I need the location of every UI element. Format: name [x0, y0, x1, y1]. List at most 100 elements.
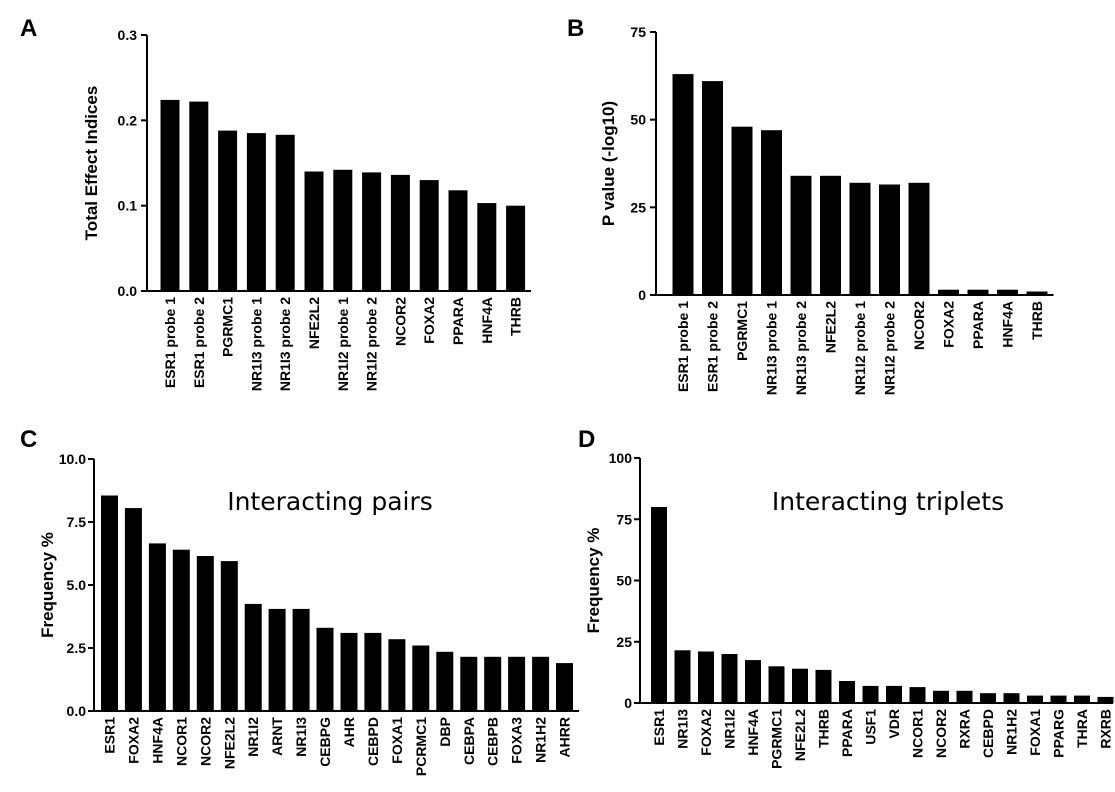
chart-d-title: Interacting triplets: [772, 487, 1004, 516]
chart-d-y-tick-label: 0: [624, 695, 632, 711]
chart-c-bar-pcrmc1: [412, 645, 430, 711]
chart-c-x-tick-label: FOXA3: [509, 717, 525, 764]
chart-d-bar-nr1i3: [674, 650, 691, 703]
chart-d-bar-cebpd: [980, 693, 996, 703]
chart-d-x-tick-label: VDR: [886, 709, 902, 739]
chart-a-bar-nr1i2-probe-1: [333, 169, 353, 291]
chart-c-x-tick-label: HNF4A: [149, 717, 165, 764]
chart-d-x-tick-label: THRA: [1074, 709, 1090, 748]
chart-d-y-tick-label: 75: [616, 511, 632, 527]
chart-d-bar-vdr: [886, 685, 902, 703]
chart-c-y-tick-label: 7.5: [67, 514, 87, 530]
chart-b-bar-hnf4a: [997, 289, 1018, 295]
chart-d: 0 25 50 75 100 ESR1 NR1I3 FOXA2 NR1I2 HNF4A PGRMC1…: [584, 450, 1114, 769]
chart-d-bar-usf1: [862, 685, 879, 703]
chart-d-bar-pgrmc1: [768, 666, 785, 704]
chart-b-bar-esr1-probe-2: [702, 81, 723, 295]
chart-b-x-tick-label: ESR1 probe 2: [705, 301, 721, 392]
chart-d-x-tick-label: NR1I2: [722, 709, 738, 749]
chart-b-y-axis-label: P value (-log10): [599, 101, 618, 226]
chart-a-bar-esr1-probe-1: [160, 99, 180, 292]
chart-a-x-tick-label: HNF4A: [479, 297, 495, 344]
chart-b: 0 25 50 75 ESR1 probe 1 ESR1 probe 2 PGRMC1 NR1…: [599, 24, 1054, 395]
chart-d-bar-pparg: [1050, 695, 1067, 703]
chart-a-bar-nfe2l2: [304, 171, 324, 291]
chart-a-x-tick-label: ESR1 probe 1: [162, 297, 178, 388]
chart-a-bar-nr1i3-probe-1: [246, 133, 266, 291]
chart-c-bar-ahrr: [556, 663, 573, 711]
chart-c-bar-nr1i3: [292, 608, 310, 711]
panel-label-d: D: [578, 426, 595, 453]
chart-d-x-tick-label: RXRA: [957, 709, 973, 749]
chart-a-y-tick-label: 0.1: [118, 198, 138, 214]
chart-d-x-tick-label: RXRB: [1098, 709, 1114, 749]
panel-label-b: B: [567, 15, 584, 42]
chart-c-bar-ncor1: [172, 549, 190, 711]
chart-d-bar-thra: [1074, 695, 1090, 703]
chart-c-bar-ahr: [340, 632, 358, 711]
chart-d-bar-nr1h2: [1003, 693, 1020, 703]
chart-b-bar-thrb: [1026, 291, 1048, 295]
chart-c-y-tick-label: 5.0: [67, 577, 87, 593]
chart-c-bar-dbp: [436, 651, 454, 711]
chart-c-x-tick-label: DBP: [437, 717, 453, 747]
chart-d-x-tick-label: NFE2L2: [792, 709, 808, 761]
chart-a-x-tick-label: NR1I3 probe 2: [277, 297, 293, 391]
chart-c-bar-cebpb: [484, 656, 502, 711]
chart-d-x-tick-label: CEBPD: [980, 709, 996, 758]
chart-d-x-tick-label: HNF4A: [745, 709, 761, 756]
chart-c-bar-ncor2: [196, 556, 214, 711]
chart-b-bar-esr1-probe-1: [672, 74, 694, 295]
chart-d-x-tick-label: NR1I3: [675, 709, 691, 749]
chart-b-y-tick-label: 25: [630, 199, 646, 215]
chart-d-x-tick-label: USF1: [863, 709, 879, 745]
chart-d-bar-ncor1: [909, 687, 926, 703]
chart-d-x-tick-label: NCOR1: [910, 709, 926, 758]
chart-b-bar-nr1i3-probe-2: [790, 175, 812, 295]
chart-a-bar-nr1i3-probe-2: [275, 134, 295, 291]
chart-a-x-tick-label: NR1I2 probe 1: [335, 297, 351, 391]
chart-a: 0.0 0.1 0.2 0.3 ESR1 probe 1 ESR1 probe 2 PGRM…: [82, 27, 532, 391]
chart-c-x-tick-label: CEBPB: [485, 717, 501, 766]
chart-b-bar-foxa2: [938, 289, 959, 295]
chart-d-x-tick-label: PPARG: [1051, 709, 1067, 758]
chart-d-bar-foxa2: [698, 651, 714, 703]
chart-c-x-tick-label: NR1H2: [533, 717, 549, 763]
chart-a-x-tick-label: PPARA: [450, 297, 466, 345]
chart-d-bar-ppara: [839, 681, 855, 703]
chart-d-x-tick-label: ESR1: [651, 709, 667, 746]
chart-c-bar-arnt: [268, 608, 286, 711]
chart-b-bar-pgrmc1: [731, 126, 753, 295]
chart-a-bar-hnf4a: [477, 203, 497, 291]
chart-d-y-tick-label: 100: [609, 450, 633, 466]
chart-b-bar-nr1i2-probe-1: [849, 182, 871, 295]
chart-a-x-tick-label: NFE2L2: [306, 297, 322, 349]
chart-d-bar-rxrb: [1097, 696, 1114, 703]
chart-c-x-tick-label: NR1I2: [245, 717, 261, 757]
chart-c-bar-esr1: [101, 495, 118, 711]
chart-d-x-tick-label: NCOR2: [933, 709, 949, 758]
panel-label-c: C: [20, 426, 37, 453]
chart-c-x-tick-label: AHR: [341, 717, 357, 747]
chart-c-y-axis-label: Frequency %: [38, 532, 57, 638]
chart-a-x-tick-label: PGRMC1: [220, 297, 236, 357]
chart-d-x-tick-label: PPARA: [839, 709, 855, 757]
chart-d-y-tick-label: 50: [616, 573, 632, 589]
chart-c-x-tick-label: FOXA2: [125, 717, 141, 764]
chart-c-bar-nr1i2: [244, 603, 262, 711]
chart-a-bar-esr1-probe-2: [189, 101, 209, 291]
chart-c-x-tick-label: CEBPA: [461, 717, 477, 765]
chart-d-bar-nr1i2: [721, 654, 738, 703]
chart-d-bar-ncor2: [933, 690, 949, 704]
chart-b-bar-ncor2: [908, 182, 930, 295]
chart-d-bar-esr1: [651, 507, 667, 703]
chart-c-x-tick-label: NCOR1: [173, 717, 189, 766]
chart-c: 0.0 2.5 5.0 7.5 10.0 ESR1 FOXA2 HNF4A NCOR1 NCOR2…: [38, 451, 580, 776]
chart-c-x-tick-label: ARNT: [269, 717, 285, 756]
chart-b-y-tick-label: 50: [630, 112, 646, 128]
chart-a-x-tick-label: NR1I3 probe 1: [248, 297, 264, 391]
chart-c-x-tick-label: NR1I3: [293, 717, 309, 757]
chart-d-bar-rxra: [956, 690, 973, 704]
chart-d-x-tick-label: FOXA1: [1027, 709, 1043, 756]
